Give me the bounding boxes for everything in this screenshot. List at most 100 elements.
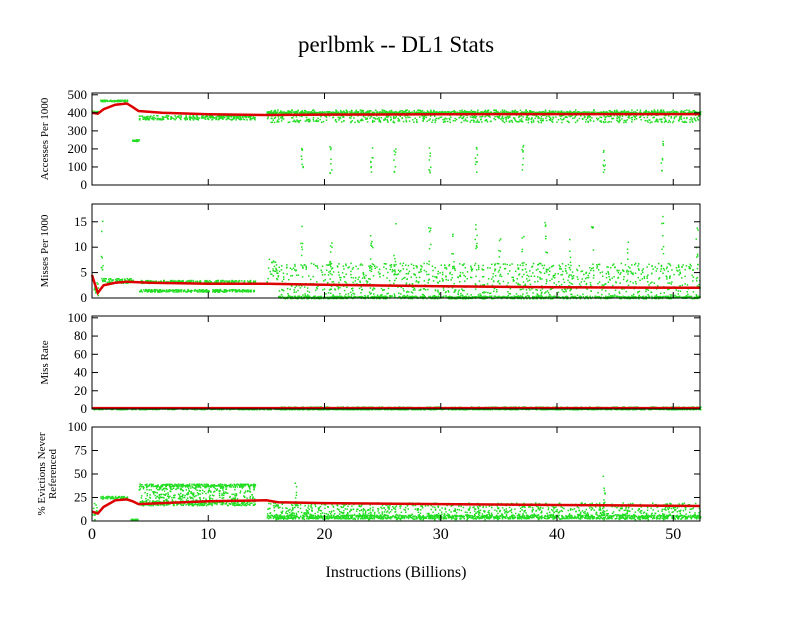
sample-point [437, 111, 439, 113]
sample-point [283, 279, 285, 281]
sample-point [651, 121, 653, 123]
sample-point [409, 271, 411, 273]
sample-point [626, 119, 628, 121]
sample-point [647, 274, 649, 276]
sample-point [422, 296, 424, 298]
sample-point [169, 289, 171, 291]
sample-point [157, 119, 159, 121]
sample-point [675, 116, 677, 118]
sample-point [307, 290, 309, 292]
sample-point [690, 264, 692, 266]
sample-point [601, 117, 603, 119]
sample-point [561, 284, 563, 286]
sample-point [400, 270, 402, 272]
sample-point [148, 289, 150, 291]
sample-point [415, 274, 417, 276]
sample-point [643, 117, 645, 119]
sample-point [341, 121, 343, 123]
sample-point [494, 270, 496, 272]
sample-point [509, 270, 511, 272]
sample-point [407, 117, 409, 119]
sample-point [545, 110, 547, 112]
sample-point [646, 278, 648, 280]
sample-point [348, 296, 350, 298]
sample-point [599, 116, 601, 118]
sample-point [610, 121, 612, 123]
sample-point [454, 110, 456, 112]
sample-point [445, 276, 447, 278]
sample-point [645, 110, 647, 112]
sample-point [565, 265, 567, 267]
sample-point [454, 111, 456, 113]
y-tick-label: 0 [81, 177, 88, 192]
sample-point [273, 119, 275, 121]
sample-point [631, 117, 633, 119]
sample-point [292, 275, 294, 277]
sample-spike-point [430, 153, 432, 155]
sample-point [520, 264, 522, 266]
sample-point [403, 290, 405, 292]
sample-point [346, 109, 348, 111]
sample-point [416, 119, 418, 121]
sample-point [548, 296, 550, 298]
sample-point [199, 289, 201, 291]
x-axis-label: Instructions (Billions) [326, 564, 467, 581]
sample-point [240, 116, 242, 118]
sample-point [344, 296, 346, 298]
sample-point [426, 274, 428, 276]
sample-point [662, 296, 664, 298]
sample-point [593, 121, 595, 123]
sample-point [663, 110, 665, 112]
sample-point [330, 273, 332, 275]
sample-point [560, 274, 562, 276]
sample-point [352, 120, 354, 122]
sample-point [129, 278, 131, 280]
sample-point [194, 290, 196, 292]
sample-point [106, 100, 108, 102]
sample-point [465, 119, 467, 121]
sample-point [497, 117, 499, 119]
sample-point [244, 119, 246, 121]
sample-point [537, 121, 539, 123]
sample-point [614, 294, 616, 296]
sample-point [570, 116, 572, 118]
sample-point [607, 122, 609, 124]
sample-point [294, 265, 296, 267]
sample-point [625, 264, 627, 266]
sample-point [393, 118, 395, 120]
sample-point [668, 263, 670, 265]
sample-point [502, 296, 504, 298]
sample-point [217, 280, 219, 282]
sample-point [417, 112, 419, 114]
sample-point [245, 116, 247, 118]
sample-point [487, 283, 489, 285]
sample-point [520, 120, 522, 122]
sample-point [457, 112, 459, 114]
sample-point [294, 264, 296, 266]
sample-point [585, 121, 587, 123]
sample-point [531, 118, 533, 120]
sample-point [481, 121, 483, 123]
sample-point [450, 117, 452, 119]
sample-point [114, 101, 116, 103]
sample-point [450, 112, 452, 114]
sample-point [483, 291, 485, 293]
sample-point [387, 121, 389, 123]
sample-point [463, 120, 465, 122]
sample-point [402, 110, 404, 112]
sample-point [186, 280, 188, 282]
sample-point [357, 268, 359, 270]
sample-point [487, 292, 489, 294]
sample-point [253, 117, 255, 119]
sample-point [281, 265, 283, 267]
sample-point [683, 122, 685, 124]
sample-point [363, 274, 365, 276]
sample-point [434, 122, 436, 124]
sample-point [504, 112, 506, 114]
sample-point [248, 289, 250, 291]
sample-point [310, 279, 312, 281]
sample-point [390, 266, 392, 268]
sample-point [476, 116, 478, 118]
sample-point [279, 271, 281, 273]
sample-point [414, 110, 416, 112]
